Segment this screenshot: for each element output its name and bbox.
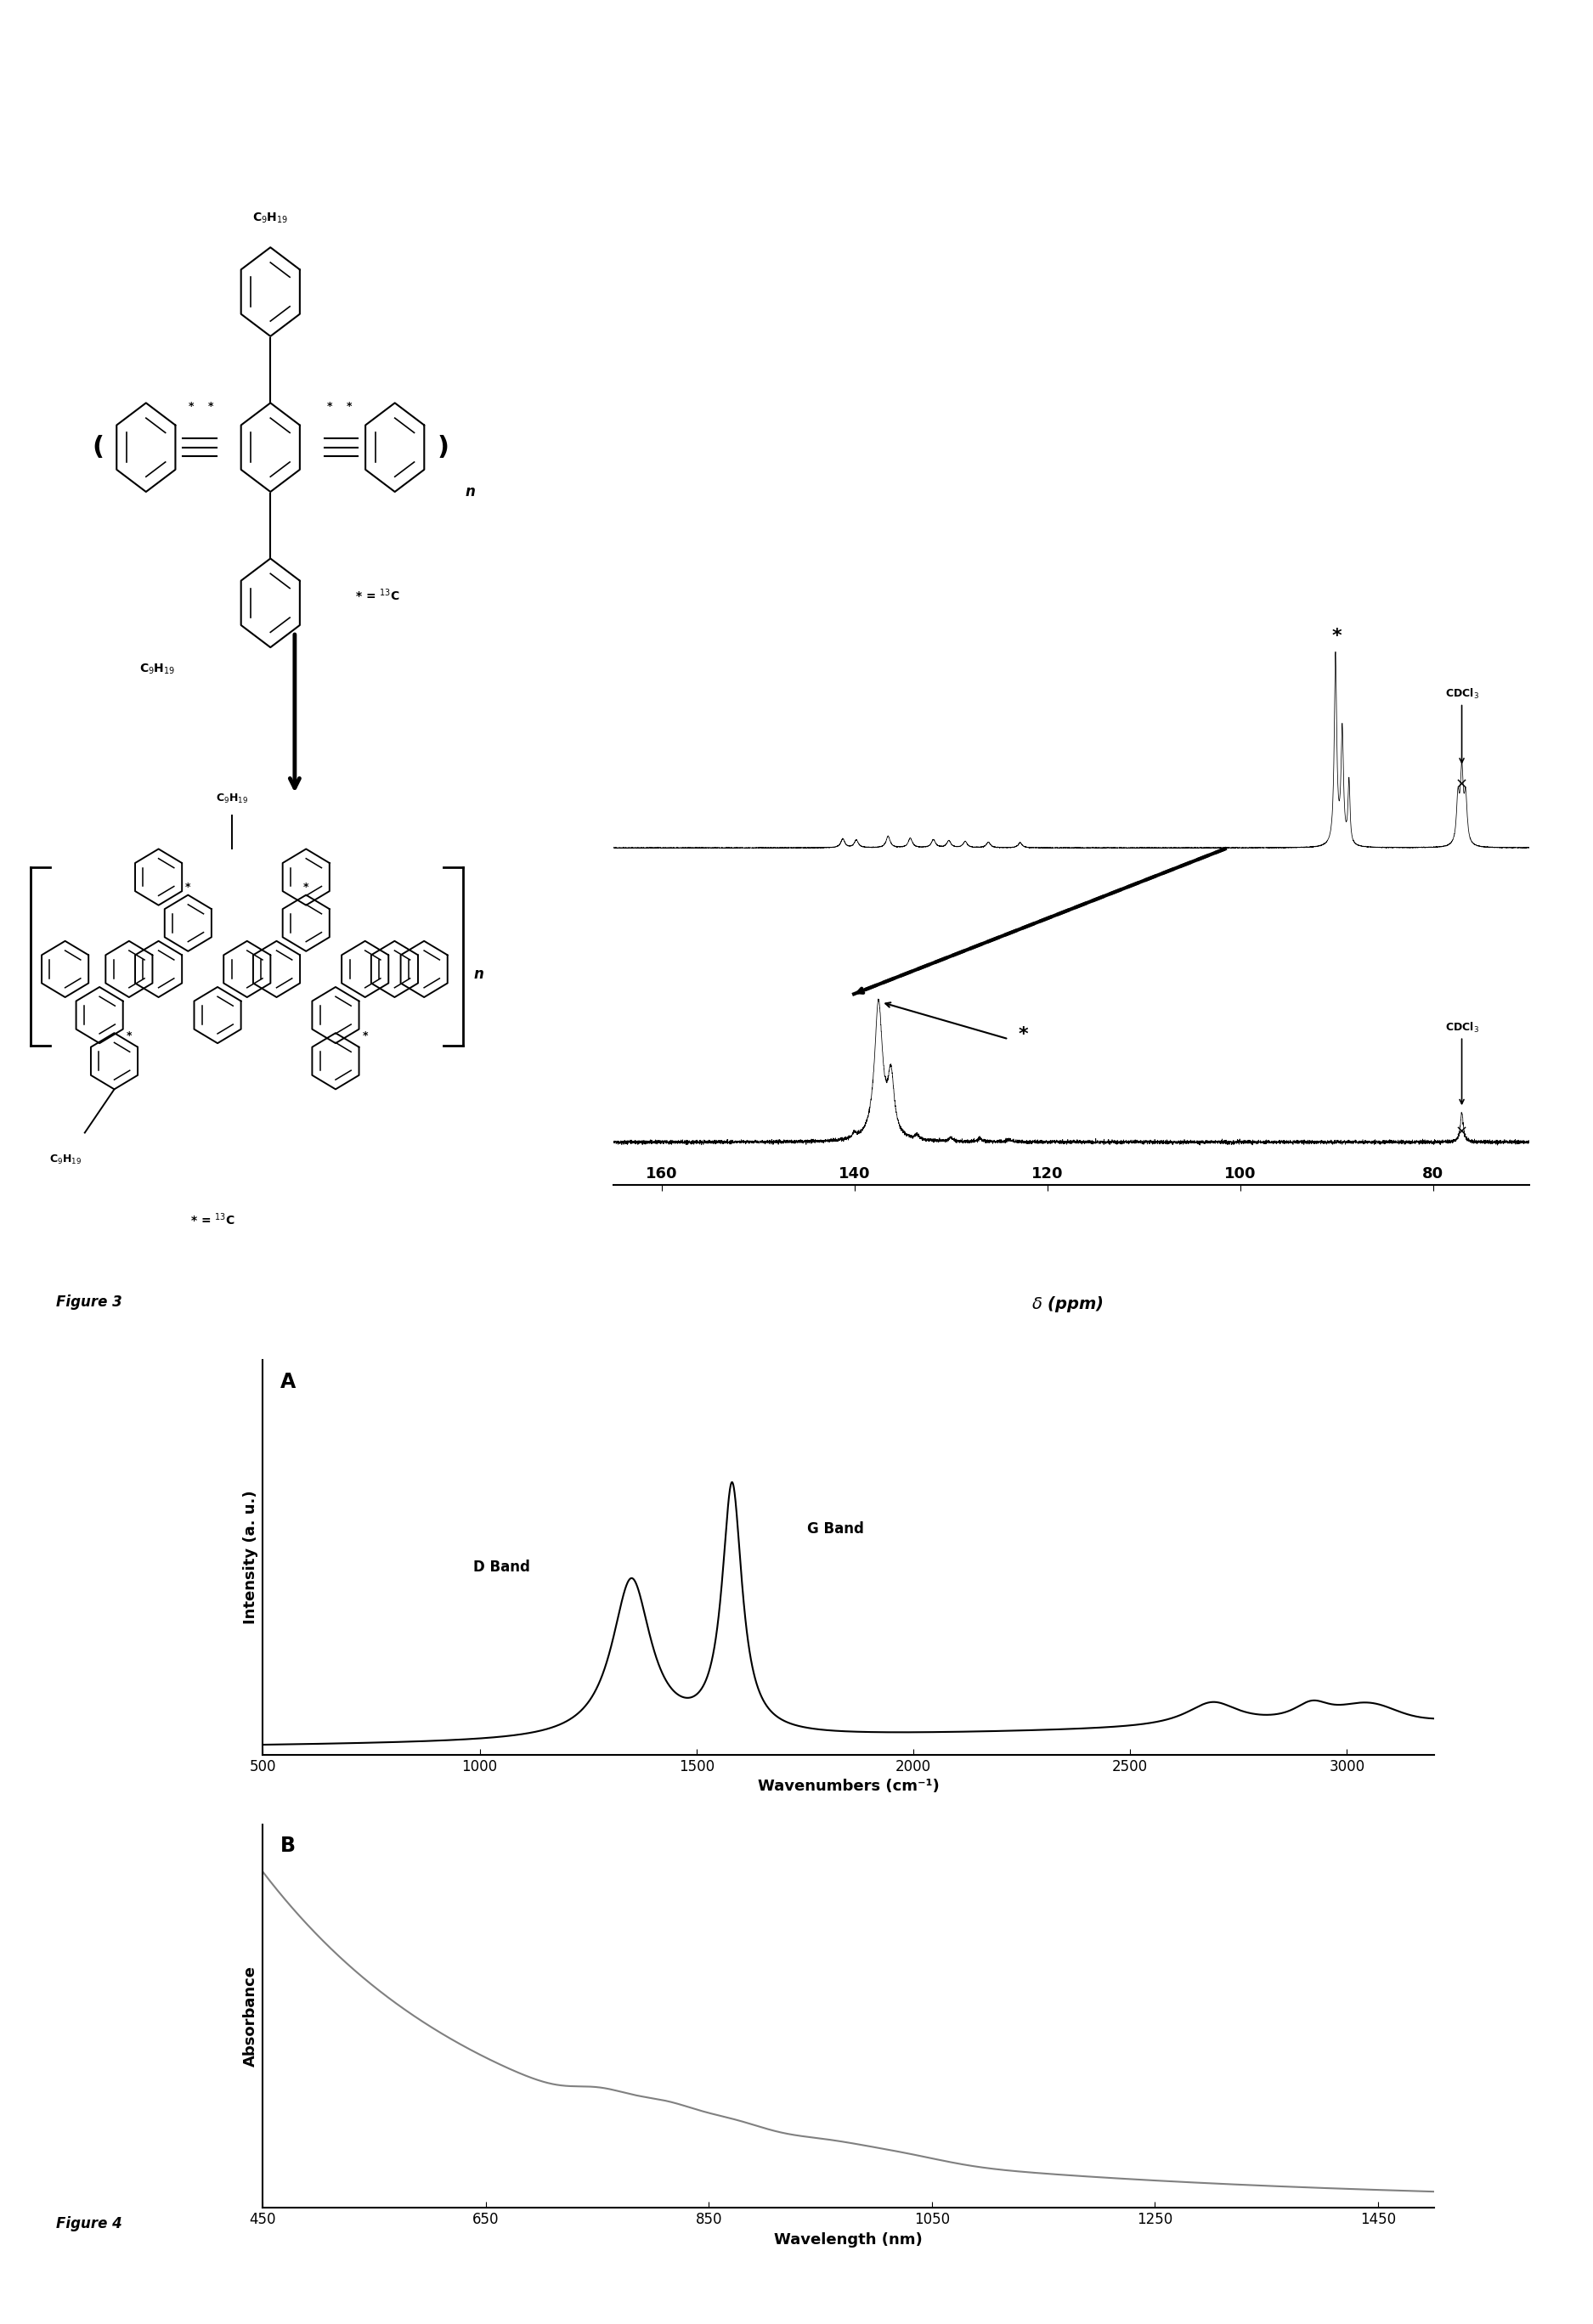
X-axis label: Wavelength (nm): Wavelength (nm) <box>774 2231 922 2247</box>
Y-axis label: Absorbance: Absorbance <box>242 1966 258 2066</box>
Y-axis label: Intensity (a. u.): Intensity (a. u.) <box>242 1490 258 1624</box>
Text: *: * <box>1332 627 1341 644</box>
Text: ×: × <box>1456 776 1469 792</box>
Text: C$_9$H$_{19}$: C$_9$H$_{19}$ <box>49 1153 81 1167</box>
Text: A: A <box>280 1371 296 1392</box>
Text: *: * <box>303 881 309 892</box>
Text: CDCl$_3$: CDCl$_3$ <box>1445 688 1478 762</box>
Text: *: * <box>185 881 191 892</box>
Text: (: ( <box>92 435 104 460</box>
Text: *: * <box>1018 1025 1027 1043</box>
X-axis label: Wavenumbers (cm⁻¹): Wavenumbers (cm⁻¹) <box>758 1778 940 1794</box>
Text: ): ) <box>436 435 449 460</box>
Text: *: * <box>347 402 352 411</box>
Text: C$_9$H$_{19}$: C$_9$H$_{19}$ <box>252 211 288 225</box>
Text: Figure 3: Figure 3 <box>56 1294 121 1311</box>
Text: $\delta$ (ppm): $\delta$ (ppm) <box>1031 1294 1104 1313</box>
Text: *: * <box>126 1030 132 1041</box>
Text: D Band: D Band <box>473 1559 530 1576</box>
Text: * = $^{13}$C: * = $^{13}$C <box>355 588 400 604</box>
Text: C$_9$H$_{19}$: C$_9$H$_{19}$ <box>217 792 249 806</box>
Text: *: * <box>188 402 194 411</box>
Text: *: * <box>327 402 333 411</box>
Text: *: * <box>362 1030 368 1041</box>
Text: n: n <box>465 483 476 500</box>
Text: B: B <box>280 1836 296 1857</box>
Text: * = $^{13}$C: * = $^{13}$C <box>190 1211 236 1227</box>
Text: ×: × <box>1456 1125 1469 1141</box>
Text: C$_9$H$_{19}$: C$_9$H$_{19}$ <box>139 662 175 676</box>
Text: n: n <box>473 967 483 981</box>
Text: *: * <box>209 402 213 411</box>
Text: CDCl$_3$: CDCl$_3$ <box>1445 1020 1478 1104</box>
Text: G Band: G Band <box>808 1522 863 1536</box>
Text: Figure 4: Figure 4 <box>56 2215 121 2231</box>
